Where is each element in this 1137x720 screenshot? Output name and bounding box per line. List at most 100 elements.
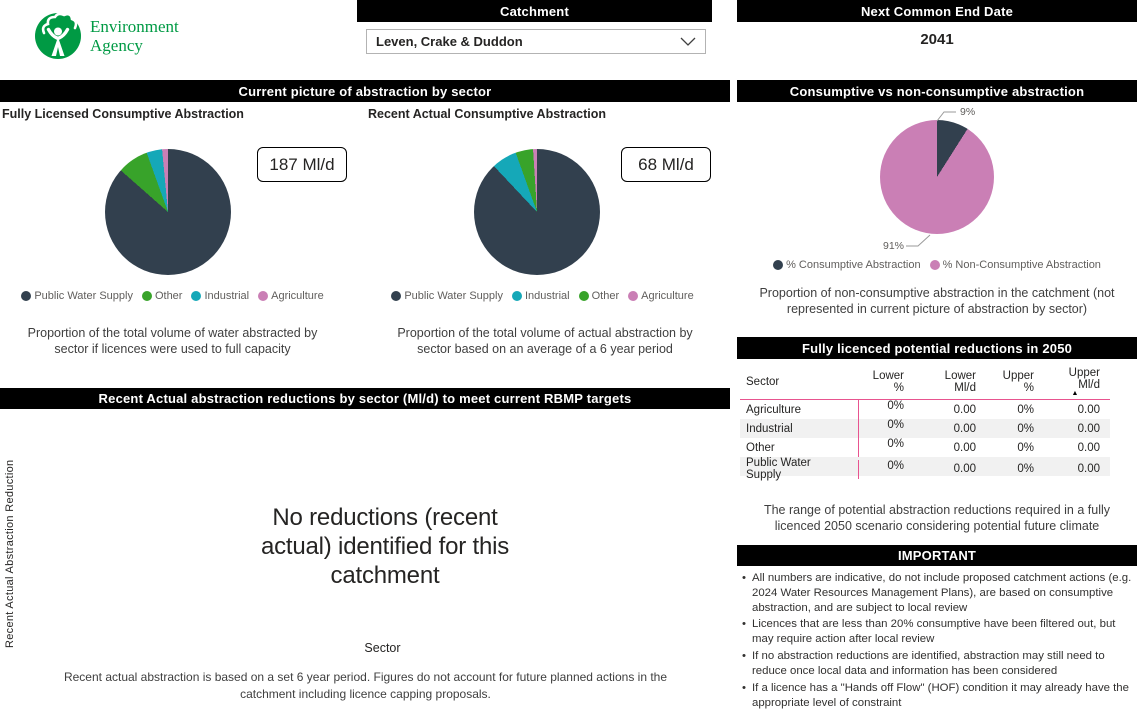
cell-lower-pct: 0% xyxy=(858,438,914,457)
fully-licensed-caption: Proportion of the total volume of water … xyxy=(27,326,318,356)
important-notes-list: All numbers are indicative, do not inclu… xyxy=(741,571,1133,712)
cell-sector: Other xyxy=(746,441,775,454)
legend-label: % Non-Consumptive Abstraction xyxy=(942,259,1101,271)
consumptive-section-header: Consumptive vs non-consumptive abstracti… xyxy=(737,80,1137,102)
legend-item[interactable]: Agriculture xyxy=(258,290,324,302)
legend-swatch xyxy=(773,260,784,270)
consumptive-caption: Proportion of non-consumptive abstractio… xyxy=(759,286,1115,316)
catchment-selected-value: Leven, Crake & Duddon xyxy=(376,34,523,49)
empty-chart-message: No reductions (recent actual) identified… xyxy=(260,504,510,589)
fully-licensed-total-badge: 187 Ml/d xyxy=(257,147,347,182)
consumptive-pct-label: 9% xyxy=(960,106,976,118)
consumptive-legend: % Consumptive Abstraction % Non-Consumpt… xyxy=(737,259,1137,271)
important-header-label: IMPORTANT xyxy=(897,548,977,563)
legend-item[interactable]: Other xyxy=(578,290,619,302)
legend-label: Industrial xyxy=(204,290,250,302)
legend-label: Industrial xyxy=(524,290,570,302)
legend-swatch xyxy=(141,291,152,301)
catchment-header-label: Catchment xyxy=(500,3,569,19)
cell-lower-mld: 0.00 xyxy=(953,422,976,435)
legend-swatch xyxy=(511,291,522,301)
current-picture-section-header: Current picture of abstraction by sector xyxy=(0,80,730,102)
important-note: If no abstraction reductions are identif… xyxy=(741,649,1133,679)
legend-item[interactable]: Other xyxy=(141,290,183,302)
logo-text-line1: Environment xyxy=(90,17,179,36)
important-note: Licences that are less than 20% consumpt… xyxy=(741,617,1133,647)
fully-licensed-total-value: 187 Ml/d xyxy=(269,154,335,174)
chevron-down-icon[interactable] xyxy=(680,37,696,46)
cell-sector: Public Water Supply xyxy=(746,457,811,481)
cell-lower-mld: 0.00 xyxy=(953,441,976,454)
recent-actual-footnote: Recent actual abstraction is based on a … xyxy=(63,670,668,702)
legend-label: Agriculture xyxy=(641,290,694,302)
current-picture-header-label: Current picture of abstraction by sector xyxy=(238,83,492,99)
cell-lower-mld: 0.00 xyxy=(953,463,976,475)
table-row[interactable]: Agriculture 0% 0.00 0% 0.00 xyxy=(740,400,1110,419)
legend-item[interactable]: Public Water Supply xyxy=(21,290,133,302)
legend-swatch xyxy=(21,291,32,301)
legend-item[interactable]: % Consumptive Abstraction xyxy=(773,259,921,271)
column-header-lower-mld[interactable]: Lower Ml/d xyxy=(944,370,976,394)
recent-actual-legend: Public Water Supply Industrial Other Agr… xyxy=(370,290,715,302)
environment-agency-logo: Environment Agency xyxy=(34,12,179,60)
legend-item[interactable]: Industrial xyxy=(511,290,570,302)
y-axis-label: Recent Actual Abstraction Reduction xyxy=(4,459,16,649)
recent-actual-header-label: Recent Actual abstraction reductions by … xyxy=(98,391,632,406)
legend-item[interactable]: Industrial xyxy=(191,290,249,302)
table-row[interactable]: Industrial 0% 0.00 0% 0.00 xyxy=(740,419,1110,438)
end-date-value: 2041 xyxy=(920,31,954,48)
column-header-upper-pct[interactable]: Upper % xyxy=(1002,370,1034,394)
fully-licensed-legend: Public Water Supply Other Industrial Agr… xyxy=(0,290,345,302)
pie-callout-lines xyxy=(906,111,956,247)
legend-item[interactable]: Public Water Supply xyxy=(391,290,503,302)
legend-swatch xyxy=(929,260,940,270)
consumptive-header-label: Consumptive vs non-consumptive abstracti… xyxy=(789,83,1085,99)
table-row[interactable]: Public Water Supply 0% 0.00 0% 0.00 xyxy=(740,457,1110,481)
reductions-table: Sector Lower % Lower Ml/d Upper % Upper … xyxy=(740,364,1110,481)
legend-swatch xyxy=(191,291,202,301)
end-date-header-label: Next Common End Date xyxy=(860,3,1014,19)
legend-label: Other xyxy=(154,290,183,302)
legend-item[interactable]: % Non-Consumptive Abstraction xyxy=(929,259,1101,271)
column-header-sector[interactable]: Sector xyxy=(746,376,780,388)
fully-licensed-pie-title: Fully Licensed Consumptive Abstraction xyxy=(2,107,244,121)
legend-swatch xyxy=(578,291,589,301)
cell-upper-pct: 0% xyxy=(1017,403,1034,416)
cell-upper-mld: 0.00 xyxy=(1077,403,1100,416)
column-header-upper-mld[interactable]: Upper Ml/d ▲ xyxy=(1044,364,1110,397)
table-header-row: Sector Lower % Lower Ml/d Upper % Upper … xyxy=(740,364,1110,400)
recent-actual-pie-chart[interactable] xyxy=(474,149,600,275)
x-axis-label: Sector xyxy=(364,641,401,655)
cell-sector: Agriculture xyxy=(746,403,801,416)
cell-upper-mld: 0.00 xyxy=(1077,441,1100,454)
cell-sector: Industrial xyxy=(746,422,793,435)
cell-upper-pct: 0% xyxy=(1017,441,1034,454)
environment-agency-logo-icon xyxy=(35,12,81,59)
fully-licensed-pie-chart[interactable] xyxy=(105,149,231,275)
column-header-upper-mld-label: Upper Ml/d xyxy=(1068,367,1100,391)
recent-actual-pie-title: Recent Actual Consumptive Abstraction xyxy=(368,107,607,121)
column-header-lower-pct[interactable]: Lower % xyxy=(872,370,904,394)
legend-label: % Consumptive Abstraction xyxy=(786,259,921,271)
recent-actual-caption: Proportion of the total volume of actual… xyxy=(397,326,693,356)
catchment-dropdown[interactable]: Leven, Crake & Duddon xyxy=(366,29,706,54)
recent-actual-total-value: 68 Ml/d xyxy=(638,154,694,174)
table-row[interactable]: Other 0% 0.00 0% 0.00 xyxy=(740,438,1110,457)
legend-item[interactable]: Agriculture xyxy=(628,290,694,302)
important-note: All numbers are indicative, do not inclu… xyxy=(741,571,1133,615)
consumptive-pie-chart[interactable] xyxy=(880,120,994,234)
cell-lower-pct: 0% xyxy=(858,459,914,479)
cell-lower-pct: 0% xyxy=(858,400,914,419)
legend-label: Agriculture xyxy=(271,290,324,302)
catchment-header: Catchment xyxy=(357,0,712,22)
logo-text-line2: Agency xyxy=(90,36,143,55)
sort-ascending-icon[interactable]: ▲ xyxy=(1071,390,1079,397)
cell-upper-pct: 0% xyxy=(1017,463,1034,475)
cell-upper-mld: 0.00 xyxy=(1077,422,1100,435)
legend-swatch xyxy=(391,291,402,301)
important-section-header: IMPORTANT xyxy=(737,545,1137,566)
reductions-header-label: Fully licenced potential reductions in 2… xyxy=(801,340,1073,356)
important-note: If a licence has a "Hands off Flow" (HOF… xyxy=(741,681,1133,711)
reductions-section-header: Fully licenced potential reductions in 2… xyxy=(737,337,1137,359)
